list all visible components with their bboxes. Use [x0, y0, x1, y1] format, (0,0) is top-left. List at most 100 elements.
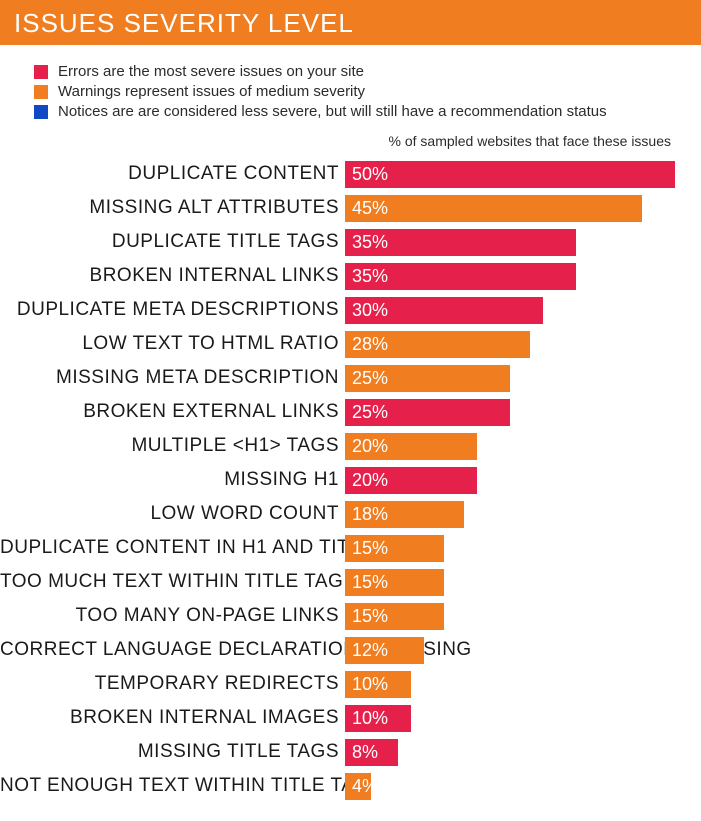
bar-label: MISSING ALT ATTRIBUTES	[0, 197, 345, 219]
bar-track: 4%	[345, 773, 677, 800]
chart-row: LOW TEXT TO HTML RATIO 28%	[0, 329, 677, 359]
legend-item: Notices are are considered less severe, …	[34, 103, 693, 120]
legend-label: Warnings represent issues of medium seve…	[58, 83, 365, 100]
bar-label: DUPLICATE META DESCRIPTIONS	[0, 299, 345, 321]
bar: 15%	[345, 569, 444, 596]
bar-value: 50%	[352, 164, 388, 185]
bar-track: 20%	[345, 433, 677, 460]
bar: 15%	[345, 603, 444, 630]
chart-row: TOO MUCH TEXT WITHIN TITLE TAG 15%	[0, 567, 677, 597]
bar-value: 28%	[352, 334, 388, 355]
bar-track: 45%	[345, 195, 677, 222]
bar: 10%	[345, 671, 411, 698]
bar-label: DUPLICATE CONTENT IN H1 AND TITLE	[0, 537, 345, 559]
chart-row: MULTIPLE <H1> TAGS 20%	[0, 431, 677, 461]
bar-value: 25%	[352, 402, 388, 423]
legend: Errors are the most severe issues on you…	[0, 45, 701, 129]
bar-track: 25%	[345, 399, 677, 426]
bar-track: 35%	[345, 263, 677, 290]
bar: 25%	[345, 365, 510, 392]
bar-value: 8%	[352, 742, 378, 763]
chart-row: MISSING H1 20%	[0, 465, 677, 495]
bar: 20%	[345, 433, 477, 460]
bar-track: 15%	[345, 535, 677, 562]
bar-value: 4%	[352, 776, 378, 797]
bar-track: 30%	[345, 297, 677, 324]
legend-label: Notices are are considered less severe, …	[58, 103, 607, 120]
bar-label: DUPLICATE CONTENT	[0, 163, 345, 185]
chart-row: TOO MANY ON-PAGE LINKS 15%	[0, 601, 677, 631]
bar-value: 20%	[352, 470, 388, 491]
legend-swatch	[34, 105, 48, 119]
bar-track: 8%	[345, 739, 677, 766]
bar: 20%	[345, 467, 477, 494]
bar: 50%	[345, 161, 675, 188]
bar-value: 18%	[352, 504, 388, 525]
bar-track: 12%	[345, 637, 677, 664]
bar-value: 15%	[352, 606, 388, 627]
bar-label: LOW WORD COUNT	[0, 503, 345, 525]
bar-value: 35%	[352, 266, 388, 287]
bar: 28%	[345, 331, 530, 358]
bar-label: LOW TEXT TO HTML RATIO	[0, 333, 345, 355]
bar-label: CORRECT LANGUAGE DECLARATION IS MISSING	[0, 639, 345, 661]
chart-row: BROKEN INTERNAL LINKS 35%	[0, 261, 677, 291]
bar-label: MULTIPLE <H1> TAGS	[0, 435, 345, 457]
chart-row: MISSING TITLE TAGS 8%	[0, 737, 677, 767]
bar-label: TOO MANY ON-PAGE LINKS	[0, 605, 345, 627]
bar-track: 50%	[345, 161, 677, 188]
bar: 15%	[345, 535, 444, 562]
chart-row: CORRECT LANGUAGE DECLARATION IS MISSING 1…	[0, 635, 677, 665]
bar-track: 10%	[345, 671, 677, 698]
bar: 18%	[345, 501, 464, 528]
bar-track: 28%	[345, 331, 677, 358]
bar-track: 25%	[345, 365, 677, 392]
bar-value: 15%	[352, 572, 388, 593]
bar: 4%	[345, 773, 371, 800]
bar-value: 15%	[352, 538, 388, 559]
legend-item: Errors are the most severe issues on you…	[34, 63, 693, 80]
bar: 45%	[345, 195, 642, 222]
legend-swatch	[34, 85, 48, 99]
bar-value: 20%	[352, 436, 388, 457]
chart-row: DUPLICATE CONTENT 50%	[0, 159, 677, 189]
bar-label: BROKEN EXTERNAL LINKS	[0, 401, 345, 423]
bar: 35%	[345, 263, 576, 290]
bar-value: 10%	[352, 674, 388, 695]
bar-track: 15%	[345, 569, 677, 596]
bar: 25%	[345, 399, 510, 426]
bar-label: NOT ENOUGH TEXT WITHIN TITLE TAG	[0, 775, 345, 797]
chart-row: TEMPORARY REDIRECTS 10%	[0, 669, 677, 699]
bar-value: 10%	[352, 708, 388, 729]
bar-value: 45%	[352, 198, 388, 219]
bar-value: 25%	[352, 368, 388, 389]
bar-track: 20%	[345, 467, 677, 494]
issues-bar-chart: DUPLICATE CONTENT 50% MISSING ALT ATTRIBUT…	[0, 157, 701, 821]
bar-label: TEMPORARY REDIRECTS	[0, 673, 345, 695]
bar-value: 12%	[352, 640, 388, 661]
chart-row: MISSING META DESCRIPTION 25%	[0, 363, 677, 393]
bar-label: MISSING META DESCRIPTION	[0, 367, 345, 389]
chart-row: LOW WORD COUNT 18%	[0, 499, 677, 529]
bar-track: 35%	[345, 229, 677, 256]
chart-row: MISSING ALT ATTRIBUTES 45%	[0, 193, 677, 223]
chart-row: DUPLICATE META DESCRIPTIONS 30%	[0, 295, 677, 325]
bar-value: 30%	[352, 300, 388, 321]
page-title: ISSUES SEVERITY LEVEL	[14, 8, 687, 39]
chart-row: BROKEN EXTERNAL LINKS 25%	[0, 397, 677, 427]
chart-subtitle: % of sampled websites that face these is…	[0, 129, 701, 157]
bar-label: BROKEN INTERNAL LINKS	[0, 265, 345, 287]
bar-label: BROKEN INTERNAL IMAGES	[0, 707, 345, 729]
bar-label: MISSING H1	[0, 469, 345, 491]
bar-label: DUPLICATE TITLE TAGS	[0, 231, 345, 253]
header-bar: ISSUES SEVERITY LEVEL	[0, 0, 701, 45]
legend-label: Errors are the most severe issues on you…	[58, 63, 364, 80]
bar-track: 10%	[345, 705, 677, 732]
bar: 12%	[345, 637, 424, 664]
legend-swatch	[34, 65, 48, 79]
bar-track: 18%	[345, 501, 677, 528]
chart-row: NOT ENOUGH TEXT WITHIN TITLE TAG4%	[0, 771, 677, 801]
bar-label: MISSING TITLE TAGS	[0, 741, 345, 763]
bar-track: 15%	[345, 603, 677, 630]
bar-label: TOO MUCH TEXT WITHIN TITLE TAG	[0, 571, 345, 593]
